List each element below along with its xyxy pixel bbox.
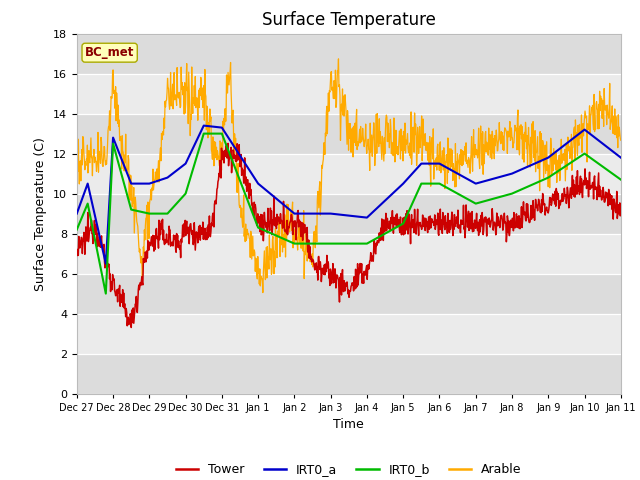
Bar xyxy=(77,34,621,73)
Text: BC_met: BC_met xyxy=(85,46,134,59)
Y-axis label: Surface Temperature (C): Surface Temperature (C) xyxy=(35,137,47,290)
Bar xyxy=(77,193,621,234)
X-axis label: Time: Time xyxy=(333,418,364,431)
Legend: Tower, IRT0_a, IRT0_b, Arable: Tower, IRT0_a, IRT0_b, Arable xyxy=(171,458,527,480)
Bar xyxy=(77,73,621,114)
Bar xyxy=(77,313,621,354)
Bar xyxy=(77,274,621,313)
Title: Surface Temperature: Surface Temperature xyxy=(262,11,436,29)
Bar xyxy=(77,354,621,394)
Bar xyxy=(77,234,621,274)
Bar xyxy=(77,154,621,193)
Bar xyxy=(77,114,621,154)
